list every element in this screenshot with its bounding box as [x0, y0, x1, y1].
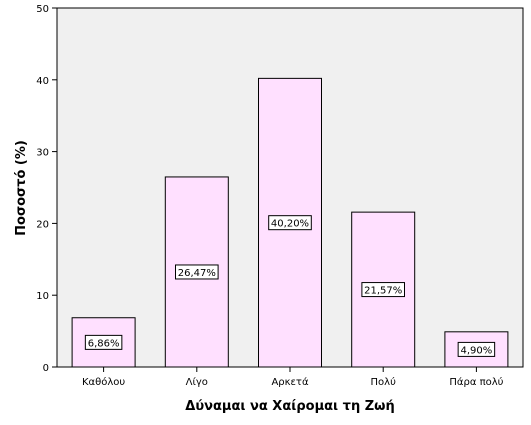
y-tick-label-3: 30	[36, 148, 49, 159]
x-tick-label-1: Λίγο	[186, 376, 208, 388]
x-tick-label-0: Καθόλου	[82, 376, 125, 388]
y-tick-label-0: 0	[43, 363, 49, 374]
x-axis: Καθόλου Λίγο Αρκετά Πολύ Πάρα πολύ	[82, 367, 504, 388]
bars-group: 6,86% 26,47% 40,20% 21,57% 4,90%	[71, 77, 509, 368]
data-label-box-3	[361, 282, 405, 298]
data-label-box-4	[457, 341, 496, 357]
y-tick-label-5: 50	[36, 4, 49, 15]
data-label-4: 4,90%	[461, 345, 493, 356]
data-label-box-1	[175, 264, 219, 280]
y-tick-label-4: 40	[36, 76, 49, 87]
y-axis-title: Ποσοστό (%)	[14, 140, 29, 236]
x-tick-label-4: Πάρα πολύ	[449, 376, 503, 388]
x-axis-title: Δύναμαι να Χαίρομαι τη Ζωή	[185, 399, 394, 414]
data-label-3: 21,57%	[364, 286, 402, 297]
x-tick-label-3: Πολύ	[371, 376, 397, 388]
x-tick-label-2: Αρκετά	[271, 376, 309, 388]
data-label-box-0	[84, 334, 123, 350]
data-label-0: 6,86%	[88, 338, 120, 349]
data-label-2: 40,20%	[271, 219, 309, 230]
data-label-box-2	[268, 215, 312, 231]
data-label-1: 26,47%	[178, 268, 216, 279]
y-tick-label-2: 20	[36, 219, 49, 230]
y-axis: 0 10 20 30 40 50	[36, 4, 57, 374]
y-tick-label-1: 10	[36, 291, 49, 302]
